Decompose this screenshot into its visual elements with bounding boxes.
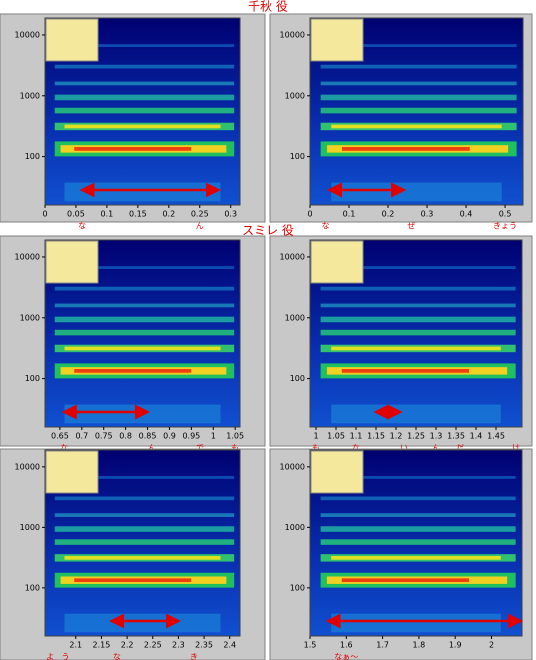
logo-box (45, 450, 99, 494)
x-tick-label: 1 (313, 432, 318, 441)
phoneme-label: う (62, 653, 70, 660)
x-tick-label: 0.15 (129, 210, 147, 219)
x-tick-label: 0.05 (67, 210, 85, 219)
x-tick-label: 0 (42, 210, 47, 219)
y-tick-label: 1000 (20, 523, 40, 532)
x-tick-label: 1.35 (447, 432, 465, 441)
x-tick-label: 2.2 (121, 641, 134, 650)
x-tick-label: 1.4 (470, 432, 483, 441)
x-tick-label: 1 (211, 432, 216, 441)
x-tick-label: 0.4 (460, 210, 473, 219)
x-tick-label: 0.75 (95, 432, 113, 441)
phoneme-label: ん (148, 444, 156, 453)
x-tick-label: 0.2 (162, 210, 175, 219)
x-tick-label: 2.1 (69, 641, 82, 650)
plot-border (44, 17, 241, 206)
x-tick-label: 0.1 (101, 210, 114, 219)
y-tick-label: 10000 (15, 252, 40, 261)
plot-border (44, 239, 241, 428)
x-tick-label: 1.45 (487, 432, 505, 441)
x-tick-label: 2.3 (172, 641, 185, 650)
phoneme-label: きょう (493, 222, 517, 231)
phoneme-label: き (190, 653, 198, 660)
y-tick-label: 1000 (285, 91, 305, 100)
y-tick-label: 10000 (15, 462, 40, 471)
section-title: 千秋 役 (248, 0, 288, 14)
x-tick-label: 0.85 (139, 432, 157, 441)
x-tick-label: 2.25 (144, 641, 162, 650)
phoneme-label: よ (46, 653, 54, 660)
x-tick-label: 0.8 (119, 432, 132, 441)
plot-border (309, 17, 524, 206)
y-tick-label: 100 (25, 374, 40, 383)
y-tick-label: 10000 (15, 30, 40, 39)
x-tick-label: 0.65 (51, 432, 69, 441)
x-tick-label: 2.4 (223, 641, 236, 650)
y-tick-label: 100 (25, 583, 40, 592)
x-tick-label: 0.1 (343, 210, 356, 219)
x-tick-label: 1.15 (367, 432, 385, 441)
phoneme-label: け (512, 444, 520, 453)
phoneme-label: い (400, 444, 408, 453)
x-tick-label: 0.9 (163, 432, 176, 441)
y-tick-label: 1000 (285, 523, 305, 532)
logo-box (45, 18, 99, 62)
x-tick-label: 2 (489, 641, 494, 650)
phoneme-label: も (231, 444, 239, 453)
plot-border (44, 449, 241, 637)
y-tick-label: 100 (290, 152, 305, 161)
x-tick-label: 2.35 (195, 641, 213, 650)
x-tick-label: 0 (307, 210, 312, 219)
x-tick-label: 1.3 (430, 432, 443, 441)
phoneme-label: で (196, 444, 204, 453)
y-tick-label: 10000 (280, 252, 305, 261)
x-tick-label: 0.25 (191, 210, 209, 219)
y-tick-label: 10000 (280, 30, 305, 39)
phoneme-label: だ (456, 444, 464, 453)
phoneme-label: な (113, 653, 121, 660)
x-tick-label: 1.8 (413, 641, 426, 650)
x-tick-label: 1.1 (350, 432, 363, 441)
x-tick-label: 2.15 (93, 641, 111, 650)
x-tick-label: 0.5 (499, 210, 512, 219)
y-tick-label: 10000 (280, 462, 305, 471)
y-tick-label: 1000 (20, 91, 40, 100)
x-tick-label: 1.6 (340, 641, 353, 650)
x-tick-label: 0.2 (382, 210, 395, 219)
section-title: スミレ 役 (242, 223, 294, 238)
phoneme-label: ん (432, 444, 440, 453)
logo-box (310, 240, 364, 284)
plot-border (309, 449, 523, 637)
y-tick-label: 100 (290, 583, 305, 592)
x-tick-label: 0.3 (421, 210, 434, 219)
x-tick-label: 1.05 (327, 432, 345, 441)
y-tick-label: 1000 (20, 313, 40, 322)
logo-box (45, 240, 99, 284)
x-tick-label: 1.7 (376, 641, 389, 650)
x-tick-label: 1.9 (449, 641, 462, 650)
x-tick-label: 0.7 (75, 432, 88, 441)
x-tick-label: 1.25 (407, 432, 425, 441)
logo-box (310, 450, 364, 494)
phoneme-label: な (60, 444, 68, 453)
phoneme-label: も (312, 444, 320, 453)
y-tick-label: 100 (290, 374, 305, 383)
phoneme-label: な (78, 222, 86, 231)
y-tick-label: 100 (25, 152, 40, 161)
logo-box (310, 18, 364, 62)
phoneme-label: なぁ〜 (334, 653, 358, 660)
y-tick-label: 1000 (285, 313, 305, 322)
phoneme-label: ん (196, 222, 204, 231)
phoneme-label: ぜ (407, 222, 415, 231)
phoneme-label: な (322, 222, 330, 231)
x-tick-label: 1.2 (390, 432, 403, 441)
x-tick-label: 0.95 (182, 432, 200, 441)
x-tick-label: 1.05 (226, 432, 244, 441)
x-tick-label: 0.3 (224, 210, 237, 219)
x-tick-label: 1.5 (304, 641, 317, 650)
phoneme-label: な (352, 444, 360, 453)
